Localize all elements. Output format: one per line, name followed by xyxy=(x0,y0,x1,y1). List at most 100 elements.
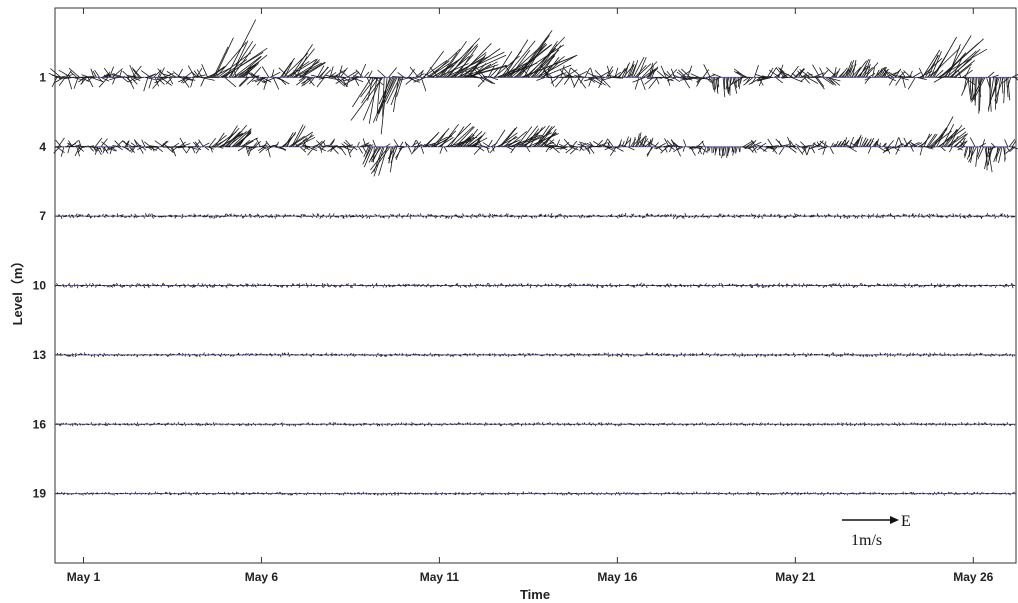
velocity-stick xyxy=(952,213,955,217)
velocity-stick xyxy=(941,215,944,219)
velocity-stick xyxy=(701,352,704,356)
velocity-stick xyxy=(1014,354,1016,357)
velocity-stick xyxy=(402,283,404,286)
velocity-stick xyxy=(962,285,964,288)
velocity-stick xyxy=(761,75,769,78)
velocity-stick xyxy=(149,145,158,148)
velocity-stick xyxy=(141,214,144,217)
velocity-stick xyxy=(198,285,201,287)
velocity-stick xyxy=(129,493,132,496)
velocity-stick xyxy=(192,141,198,148)
velocity-stick xyxy=(425,354,428,357)
velocity-stick xyxy=(587,423,590,425)
velocity-stick xyxy=(122,423,124,425)
velocity-stick xyxy=(360,77,377,98)
velocity-stick xyxy=(505,424,508,426)
velocity-stick xyxy=(631,213,634,217)
velocity-stick xyxy=(597,422,600,425)
velocity-stick xyxy=(861,214,863,217)
velocity-stick xyxy=(791,72,798,78)
velocity-stick xyxy=(786,424,789,427)
velocity-stick xyxy=(848,283,851,286)
velocity-stick xyxy=(778,214,781,217)
velocity-stick xyxy=(628,492,631,494)
velocity-stick xyxy=(1011,354,1014,357)
velocity-stick xyxy=(296,493,298,496)
velocity-stick xyxy=(177,146,187,149)
velocity-stick xyxy=(781,492,784,494)
velocity-stick xyxy=(381,493,383,496)
velocity-stick xyxy=(639,141,647,148)
velocity-stick xyxy=(350,77,384,121)
velocity-stick xyxy=(691,423,693,425)
velocity-stick xyxy=(151,213,154,217)
velocity-stick xyxy=(866,63,871,78)
velocity-stick xyxy=(223,491,226,494)
velocity-stick xyxy=(479,491,481,494)
velocity-stick xyxy=(903,285,906,288)
velocity-stick xyxy=(548,353,551,356)
scale-vector: E 1m/s xyxy=(842,513,911,549)
velocity-stick xyxy=(156,422,159,425)
velocity-stick xyxy=(472,493,475,495)
velocity-stick xyxy=(785,492,788,494)
velocity-stick xyxy=(436,285,439,287)
velocity-stick xyxy=(359,284,362,286)
velocity-stick xyxy=(379,215,382,219)
velocity-stick xyxy=(787,353,789,356)
velocity-stick xyxy=(130,423,133,426)
velocity-stick xyxy=(466,422,469,425)
velocity-stick xyxy=(658,143,666,148)
velocity-stick xyxy=(342,285,345,287)
velocity-stick xyxy=(554,492,556,494)
velocity-stick xyxy=(708,424,710,426)
velocity-stick xyxy=(920,422,923,425)
velocity-stick xyxy=(1007,77,1011,101)
velocity-stick xyxy=(521,285,525,288)
velocity-stick xyxy=(544,70,553,78)
velocity-stick xyxy=(927,54,939,78)
velocity-stick xyxy=(822,146,826,155)
velocity-stick xyxy=(587,72,597,78)
velocity-stick xyxy=(929,354,931,357)
velocity-stick xyxy=(637,56,647,78)
velocity-stick xyxy=(950,48,981,78)
velocity-stick xyxy=(929,47,961,78)
velocity-stick xyxy=(563,141,570,148)
velocity-stick xyxy=(145,212,147,217)
velocity-stick xyxy=(242,493,245,496)
velocity-stick xyxy=(101,492,104,494)
velocity-stick xyxy=(670,285,672,287)
velocity-stick xyxy=(976,491,979,494)
velocity-stick xyxy=(522,493,524,495)
velocity-stick xyxy=(126,424,129,426)
velocity-stick xyxy=(102,423,104,426)
velocity-stick xyxy=(665,423,669,426)
velocity-stick xyxy=(1014,424,1016,426)
velocity-stick xyxy=(843,285,845,287)
velocity-stick xyxy=(272,77,280,90)
velocity-stick xyxy=(712,492,716,494)
velocity-stick xyxy=(668,353,671,356)
velocity-stick xyxy=(164,353,167,356)
velocity-stick xyxy=(98,77,109,88)
velocity-stick xyxy=(76,215,80,218)
velocity-stick xyxy=(788,354,791,357)
velocity-stick xyxy=(211,67,231,78)
velocity-stick xyxy=(881,214,885,217)
velocity-stick xyxy=(338,493,341,495)
velocity-stick xyxy=(352,353,355,356)
velocity-stick xyxy=(771,353,774,356)
velocity-stick xyxy=(519,353,522,356)
velocity-stick xyxy=(74,285,76,288)
velocity-stick xyxy=(70,423,73,425)
velocity-stick xyxy=(979,493,981,496)
velocity-stick xyxy=(60,215,63,220)
velocity-stick xyxy=(339,285,342,288)
velocity-stick xyxy=(396,492,400,494)
velocity-stick xyxy=(616,353,620,356)
velocity-stick xyxy=(361,215,365,219)
velocity-stick xyxy=(840,492,843,494)
velocity-stick xyxy=(555,283,559,286)
velocity-stick xyxy=(907,283,910,286)
